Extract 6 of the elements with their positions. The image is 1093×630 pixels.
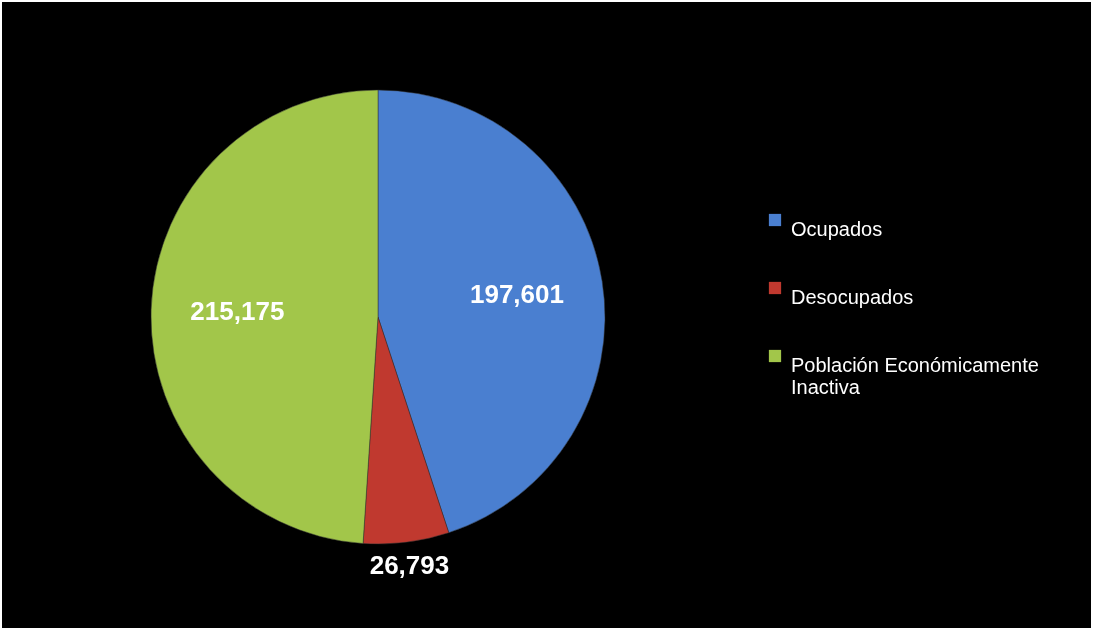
legend-label: Población Económicamente Inactiva [791,354,1039,398]
data-label: 197,601 [469,278,564,309]
legend-label: Ocupados [791,218,883,240]
data-label: 215,175 [190,296,285,327]
legend-label: Desocupados [791,286,914,308]
data-label: 26,793 [369,550,450,581]
